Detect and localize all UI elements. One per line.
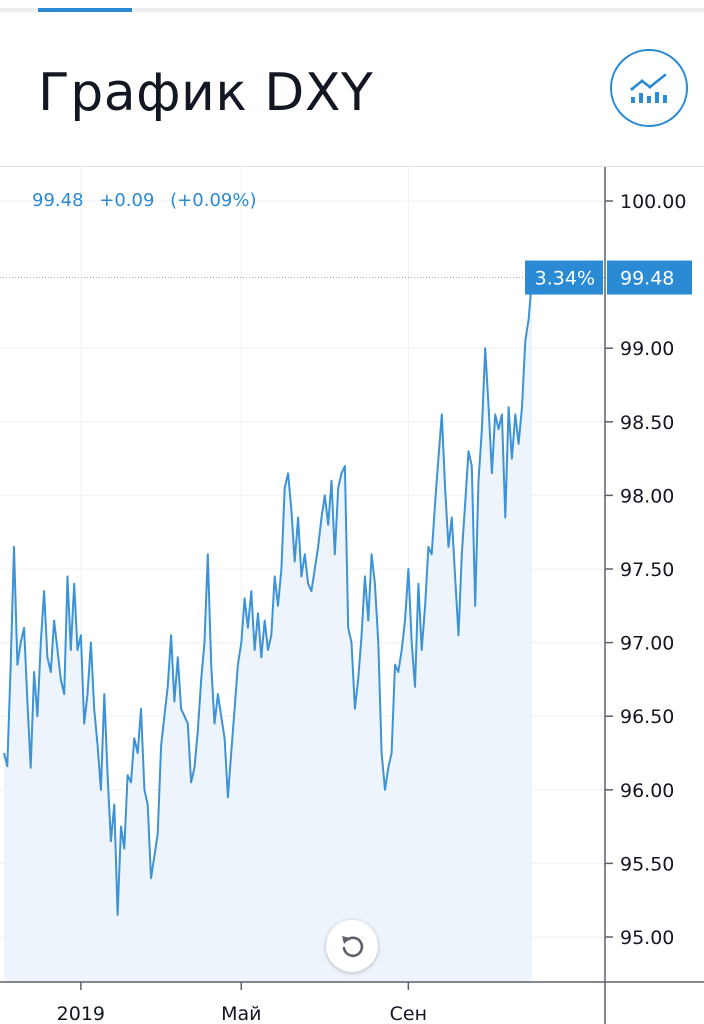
y-tick-label: 97.50 bbox=[620, 559, 674, 581]
y-tick-label: 96.00 bbox=[620, 780, 674, 802]
x-tick-label: 2019 bbox=[57, 1003, 105, 1024]
x-tick-label: Сен bbox=[390, 1003, 427, 1024]
chart-type-button[interactable] bbox=[610, 49, 688, 127]
dxy-chart[interactable]: 95.00 95.50 96.00 96.50 97.00 97.50 98.00 98.50… bbox=[0, 167, 704, 1024]
page-title: График DXY bbox=[38, 63, 374, 123]
x-tick-label: Май bbox=[221, 1003, 261, 1024]
reset-chart-button[interactable] bbox=[326, 920, 378, 972]
legend-last-price: 99.48 bbox=[32, 190, 84, 211]
header-divider bbox=[0, 166, 704, 167]
period-change-badge bbox=[525, 260, 603, 295]
legend-change: +0.09 bbox=[99, 190, 155, 211]
price-area bbox=[4, 277, 532, 982]
legend-change-pct: (+0.09%) bbox=[170, 190, 257, 211]
price-legend: 99.48 +0.09 (+0.09%) bbox=[32, 190, 266, 211]
last-price-label: 99.48 bbox=[620, 268, 674, 290]
y-tick-label: 95.50 bbox=[620, 853, 674, 875]
y-tick-label: 95.00 bbox=[620, 927, 674, 949]
y-tick-label: 98.00 bbox=[620, 485, 674, 507]
last-price-badge bbox=[607, 260, 692, 295]
top-tab-indicator-active bbox=[38, 8, 132, 12]
y-tick-label: 99.00 bbox=[620, 338, 674, 360]
period-change-label: 3.34% bbox=[535, 268, 595, 290]
y-tick-label: 98.50 bbox=[620, 412, 674, 434]
price-line bbox=[3, 277, 533, 916]
y-tick-label: 97.00 bbox=[620, 633, 674, 655]
y-tick-label: 100.00 bbox=[620, 191, 686, 213]
chart-bars-line-icon bbox=[630, 73, 667, 103]
y-tick-label: 96.50 bbox=[620, 706, 674, 728]
top-tab-indicator-track bbox=[0, 8, 704, 12]
reset-rotate-icon bbox=[342, 936, 364, 958]
